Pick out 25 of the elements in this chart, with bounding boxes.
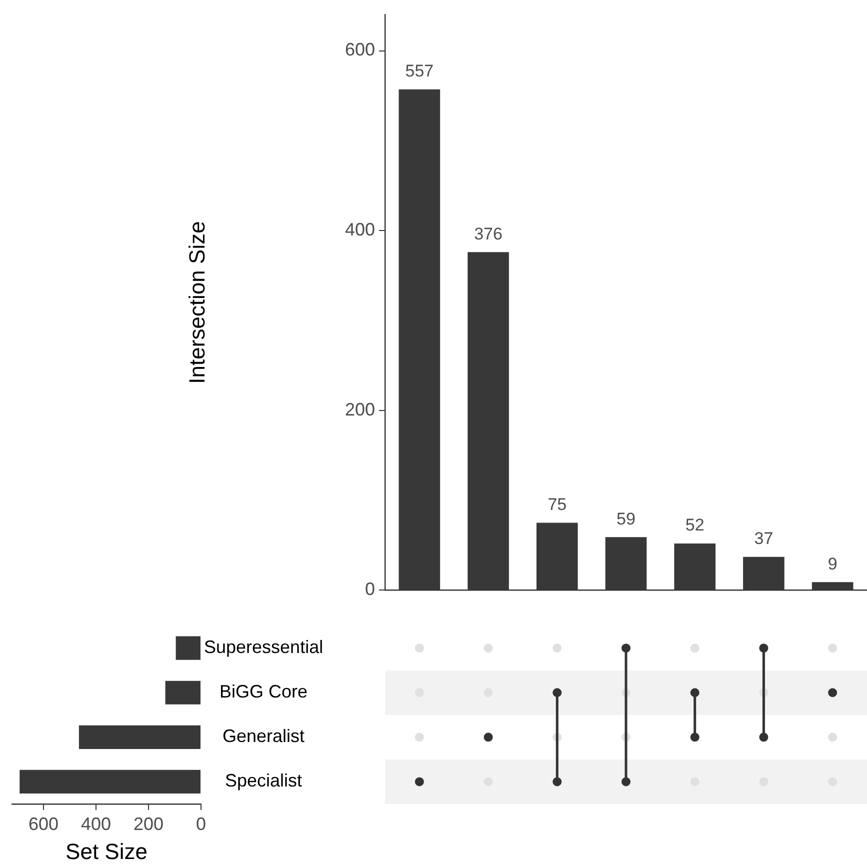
- x-tick-label: 0: [196, 814, 206, 834]
- x-tick-label: 400: [80, 814, 112, 834]
- y-tick-label: Superessential: [204, 637, 324, 658]
- data-label: 75: [548, 494, 567, 514]
- data-label: 52: [685, 516, 704, 535]
- y-tick-label: 200: [344, 399, 375, 420]
- bar: [176, 636, 200, 660]
- bar: [165, 680, 200, 704]
- bar: [20, 770, 200, 794]
- y-axis-title: Intersection Size: [184, 221, 210, 384]
- data-label: 9: [828, 554, 838, 574]
- y-tick-label: Generalist: [222, 726, 305, 746]
- x-axis-title: Set Size: [66, 838, 148, 864]
- x-tick-label: 200: [133, 814, 164, 834]
- x-tick-label: 600: [28, 814, 59, 834]
- data-label: 557: [405, 62, 434, 81]
- y-tick-label: 600: [344, 40, 375, 60]
- data-label: 59: [616, 509, 636, 528]
- data-label: 37: [754, 529, 774, 548]
- y-tick-label: Specialist: [225, 770, 302, 791]
- bar: [78, 725, 200, 749]
- y-tick-label: 0: [364, 579, 375, 600]
- data-label: 376: [474, 224, 502, 244]
- y-tick-label: 400: [344, 220, 375, 240]
- y-tick-label: BiGG Core: [220, 682, 308, 702]
